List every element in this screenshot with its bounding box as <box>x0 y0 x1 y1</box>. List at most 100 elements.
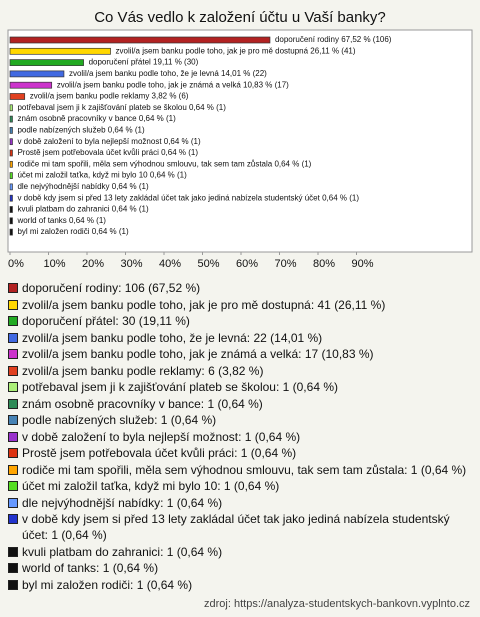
bar-label: kvuli platbam do zahranici 0,64 % (1) <box>17 205 149 214</box>
x-tick-label: 90% <box>351 258 373 270</box>
legend-swatch <box>8 382 18 392</box>
bar <box>9 183 13 191</box>
bar <box>9 59 84 66</box>
legend-swatch <box>8 546 18 557</box>
legend-item: world of tanks: 1 (0,64 %) <box>8 560 470 576</box>
legend-item: zvolil/a jsem banku podle toho, jak je p… <box>8 297 470 313</box>
bar <box>9 47 111 55</box>
bar-label: zvolil/a jsem banku podle toho, jak je p… <box>116 46 356 55</box>
legend-item: kvuli platbam do zahranici: 1 (0,64 %) <box>8 544 470 560</box>
legend-swatch <box>8 497 18 508</box>
legend-label: Prostě jsem potřebovala účet kvůli práci… <box>22 446 297 460</box>
bar <box>9 228 13 236</box>
legend-swatch <box>8 365 18 376</box>
legend-swatch <box>8 563 18 573</box>
legend-label: potřebaval jsem ji k zajišťování plateb … <box>22 380 338 394</box>
legend-swatch <box>8 464 18 475</box>
bar <box>9 93 26 100</box>
bar-label: znám osobně pracovníky v bance 0,64 % (1… <box>17 114 176 123</box>
legend-item: byl mi založen rodiči: 1 (0,64 %) <box>8 577 470 593</box>
legend-item: doporučení přátel: 30 (19,11 %) <box>8 313 470 329</box>
bar-label: rodiče mi tam spořili, měla sem výhodnou… <box>17 159 311 168</box>
legend-label: v době kdy jsem si před 13 lety zakládal… <box>22 512 450 542</box>
x-tick-label: 0% <box>8 258 24 270</box>
bar <box>9 115 13 123</box>
legend-label: podle nabízených služeb: 1 (0,64 %) <box>22 413 217 427</box>
chart: Co Vás vedlo k založení účtu u Vaší bank… <box>7 9 473 270</box>
x-tick-label: 10% <box>43 258 65 270</box>
bar <box>9 36 271 44</box>
legend-swatch <box>8 448 18 458</box>
legend-label: v době založení to byla nejlepší možnost… <box>22 429 301 444</box>
x-tick-label: 20% <box>82 258 104 270</box>
x-tick-label: 80% <box>313 258 335 270</box>
legend: doporučení rodiny: 106 (67,52 %) zvolil/a… <box>8 280 470 593</box>
legend-swatch <box>8 283 18 293</box>
legend-swatch <box>8 514 18 524</box>
legend-swatch <box>8 481 18 491</box>
legend-swatch <box>8 398 18 409</box>
legend-item: dle nejvýhodnější nabídky: 1 (0,64 %) <box>8 495 470 511</box>
bar <box>9 127 13 134</box>
legend-item: zvolil/a jsem banku podle toho, jak je z… <box>8 346 470 362</box>
bar-label: byl mi založen rodiči 0,64 % (1) <box>17 227 128 236</box>
legend-swatch <box>8 332 18 343</box>
bar <box>9 172 13 179</box>
legend-item: doporučení rodiny: 106 (67,52 %) <box>8 280 470 296</box>
legend-label: doporučení přátel: 30 (19,11 %) <box>22 314 190 328</box>
bar <box>9 70 65 78</box>
legend-item: znám osobně pracovníky v bance: 1 (0,64 … <box>8 396 470 412</box>
bar-label: doporučení rodiny 67,52 % (106) <box>275 35 392 44</box>
source: zdroj: https://analyza-studentskych-bank… <box>204 598 470 610</box>
legend-item: v době založení to byla nejlepší možnost… <box>8 429 470 445</box>
bar-label: Prostě jsem potřebovala účet kvůli práci… <box>17 148 198 157</box>
legend-item: podle nabízených služeb: 1 (0,64 %) <box>8 412 470 428</box>
legend-label: zvolil/a jsem banku podle toho, jak je z… <box>22 347 374 361</box>
x-tick-label: 50% <box>197 258 219 270</box>
legend-label: byl mi založen rodiči: 1 (0,64 %) <box>22 577 193 592</box>
bar <box>9 81 53 89</box>
bar-label: zvolil/a jsem banku podle toho, jak je z… <box>57 80 289 89</box>
legend-swatch <box>8 316 18 326</box>
bar-label: dle nejvýhodnější nabídky 0,64 % (1) <box>17 182 149 191</box>
legend-item: potřebaval jsem ji k zajišťování plateb … <box>8 379 470 395</box>
x-tick-label: 40% <box>159 258 181 270</box>
bar-label: doporučení přátel 19,11 % (30) <box>89 58 199 67</box>
legend-label: rodiče mi tam spořili, měla sem výhodnou… <box>22 462 467 477</box>
legend-label: dle nejvýhodnější nabídky: 1 (0,64 %) <box>22 495 223 510</box>
legend-item: účet mi založil taťka, když mi bylo 10: … <box>8 478 470 494</box>
bar <box>9 206 13 213</box>
legend-swatch <box>8 349 18 359</box>
legend-label: world of tanks: 1 (0,64 %) <box>22 561 159 575</box>
legend-item: Prostě jsem potřebovala účet kvůli práci… <box>8 445 470 461</box>
legend-swatch <box>8 579 18 590</box>
bar-label: zvolil/a jsem banku podle toho, že je le… <box>69 69 267 78</box>
legend-swatch <box>8 415 18 425</box>
legend-item: zvolil/a jsem banku podle toho, že je le… <box>8 330 470 346</box>
bar-label: v době kdy jsem si před 13 lety zakládal… <box>17 193 359 202</box>
legend-label: zvolil/a jsem banku podle toho, jak je p… <box>22 297 386 312</box>
legend-swatch <box>8 431 18 442</box>
bar <box>9 217 13 225</box>
legend-swatch <box>8 299 18 310</box>
bar <box>9 194 13 202</box>
bar-label: podle nabízených služeb 0,64 % (1) <box>17 126 145 135</box>
chart-title: Co Vás vedlo k založení účtu u Vaší bank… <box>94 9 386 26</box>
x-tick-label: 60% <box>236 258 258 270</box>
bar <box>9 160 13 168</box>
legend-label: kvuli platbam do zahranici: 1 (0,64 %) <box>22 544 223 559</box>
legend-item: v době kdy jsem si před 13 lety zakládal… <box>8 511 470 543</box>
bar-label: účet mi založil taťka, když mi bylo 10 0… <box>17 171 187 180</box>
bar-label: v době založení to byla nejlepší možnost… <box>17 137 201 146</box>
x-tick-label: 30% <box>120 258 142 270</box>
x-tick-label: 70% <box>274 258 296 270</box>
bar <box>9 138 13 146</box>
legend-label: zvolil/a jsem banku podle reklamy: 6 (3,… <box>22 363 264 378</box>
bar <box>9 149 13 157</box>
legend-label: účet mi založil taťka, když mi bylo 10: … <box>22 479 280 493</box>
bar-label: world of tanks 0,64 % (1) <box>16 216 106 225</box>
bar <box>9 104 13 112</box>
bar-label: potřebaval jsem ji k zajišťování plateb … <box>17 103 226 112</box>
legend-item: rodiče mi tam spořili, měla sem výhodnou… <box>8 462 470 478</box>
